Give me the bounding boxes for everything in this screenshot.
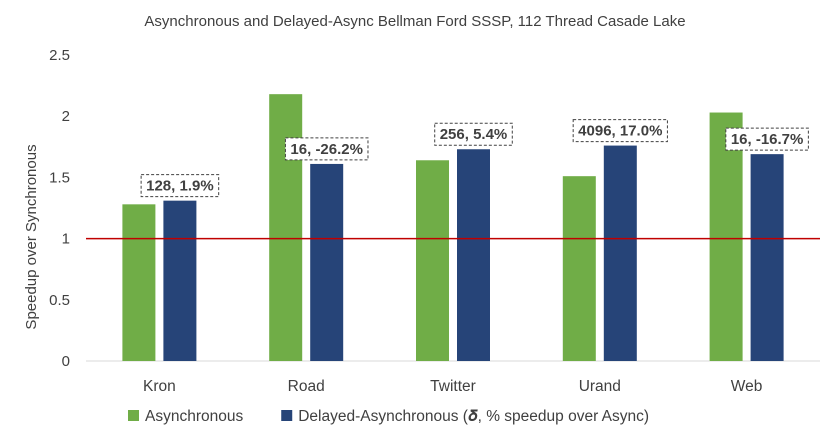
bar-asynchronous-kron (122, 204, 156, 361)
bar-asynchronous-twitter (416, 160, 449, 361)
y-axis-ticks: 0 0.5 1 1.5 2 2.5 (49, 47, 70, 370)
legend-swatch-delayed-async (281, 410, 293, 421)
bar-asynchronous-web (709, 112, 743, 361)
x-tick-label: Web (731, 378, 763, 395)
x-tick-label: Urand (579, 378, 621, 395)
y-tick-label: 1.5 (49, 169, 70, 186)
data-label-text: 4096, 17.0% (578, 123, 662, 140)
x-tick-label: Kron (143, 378, 176, 395)
data-label-twitter: 256, 5.4% (434, 122, 513, 146)
data-label-urand: 4096, 17.0% (572, 119, 668, 143)
legend-label: Delayed-Asynchronous (𝜹, % speedup over … (298, 408, 649, 425)
x-tick-label: Twitter (430, 378, 476, 395)
bar-delayed-async-urand (603, 145, 637, 361)
bar-asynchronous-road (269, 94, 303, 361)
y-tick-label: 2 (62, 108, 70, 125)
bar-delayed-async-kron (163, 200, 197, 361)
data-label-kron: 128, 1.9% (140, 174, 220, 198)
data-label-box (434, 122, 513, 146)
data-label-box (572, 119, 668, 143)
data-label-box (140, 174, 220, 198)
y-tick-label: 0.5 (49, 292, 70, 309)
chart-title: Asynchronous and Delayed-Async Bellman F… (144, 13, 685, 30)
data-label-road: 16, -26.2% (284, 137, 369, 161)
data-label-text: 16, -26.2% (290, 141, 363, 158)
data-label-text: 16, -16.7% (731, 131, 804, 148)
legend-label: Asynchronous (145, 408, 243, 425)
bar-delayed-async-twitter (457, 149, 490, 361)
data-label-text: 128, 1.9% (146, 178, 214, 195)
bar-asynchronous-urand (562, 176, 596, 361)
legend: Asynchronous Delayed-Asynchronous (𝜹, % s… (128, 408, 649, 425)
bars-group (122, 94, 784, 361)
data-label-box (725, 127, 809, 151)
y-tick-label: 1 (62, 231, 70, 248)
legend-swatch-asynchronous (128, 410, 139, 421)
data-label-text: 256, 5.4% (440, 126, 508, 143)
data-labels: 128, 1.9% 16, -26.2% 256, 5.4% 4096, 17.0% 1… (140, 119, 809, 198)
bar-delayed-async-road (310, 163, 344, 361)
data-label-web: 16, -16.7% (725, 127, 809, 151)
bar-delayed-async-web (750, 154, 784, 361)
y-axis-label: Speedup over Synchronous (23, 144, 40, 329)
x-tick-label: Road (288, 378, 325, 395)
y-tick-label: 0 (62, 353, 70, 370)
x-axis-categories: Kron Road Twitter Urand Web (143, 378, 762, 395)
data-label-box (284, 137, 369, 161)
y-tick-label: 2.5 (49, 47, 70, 64)
